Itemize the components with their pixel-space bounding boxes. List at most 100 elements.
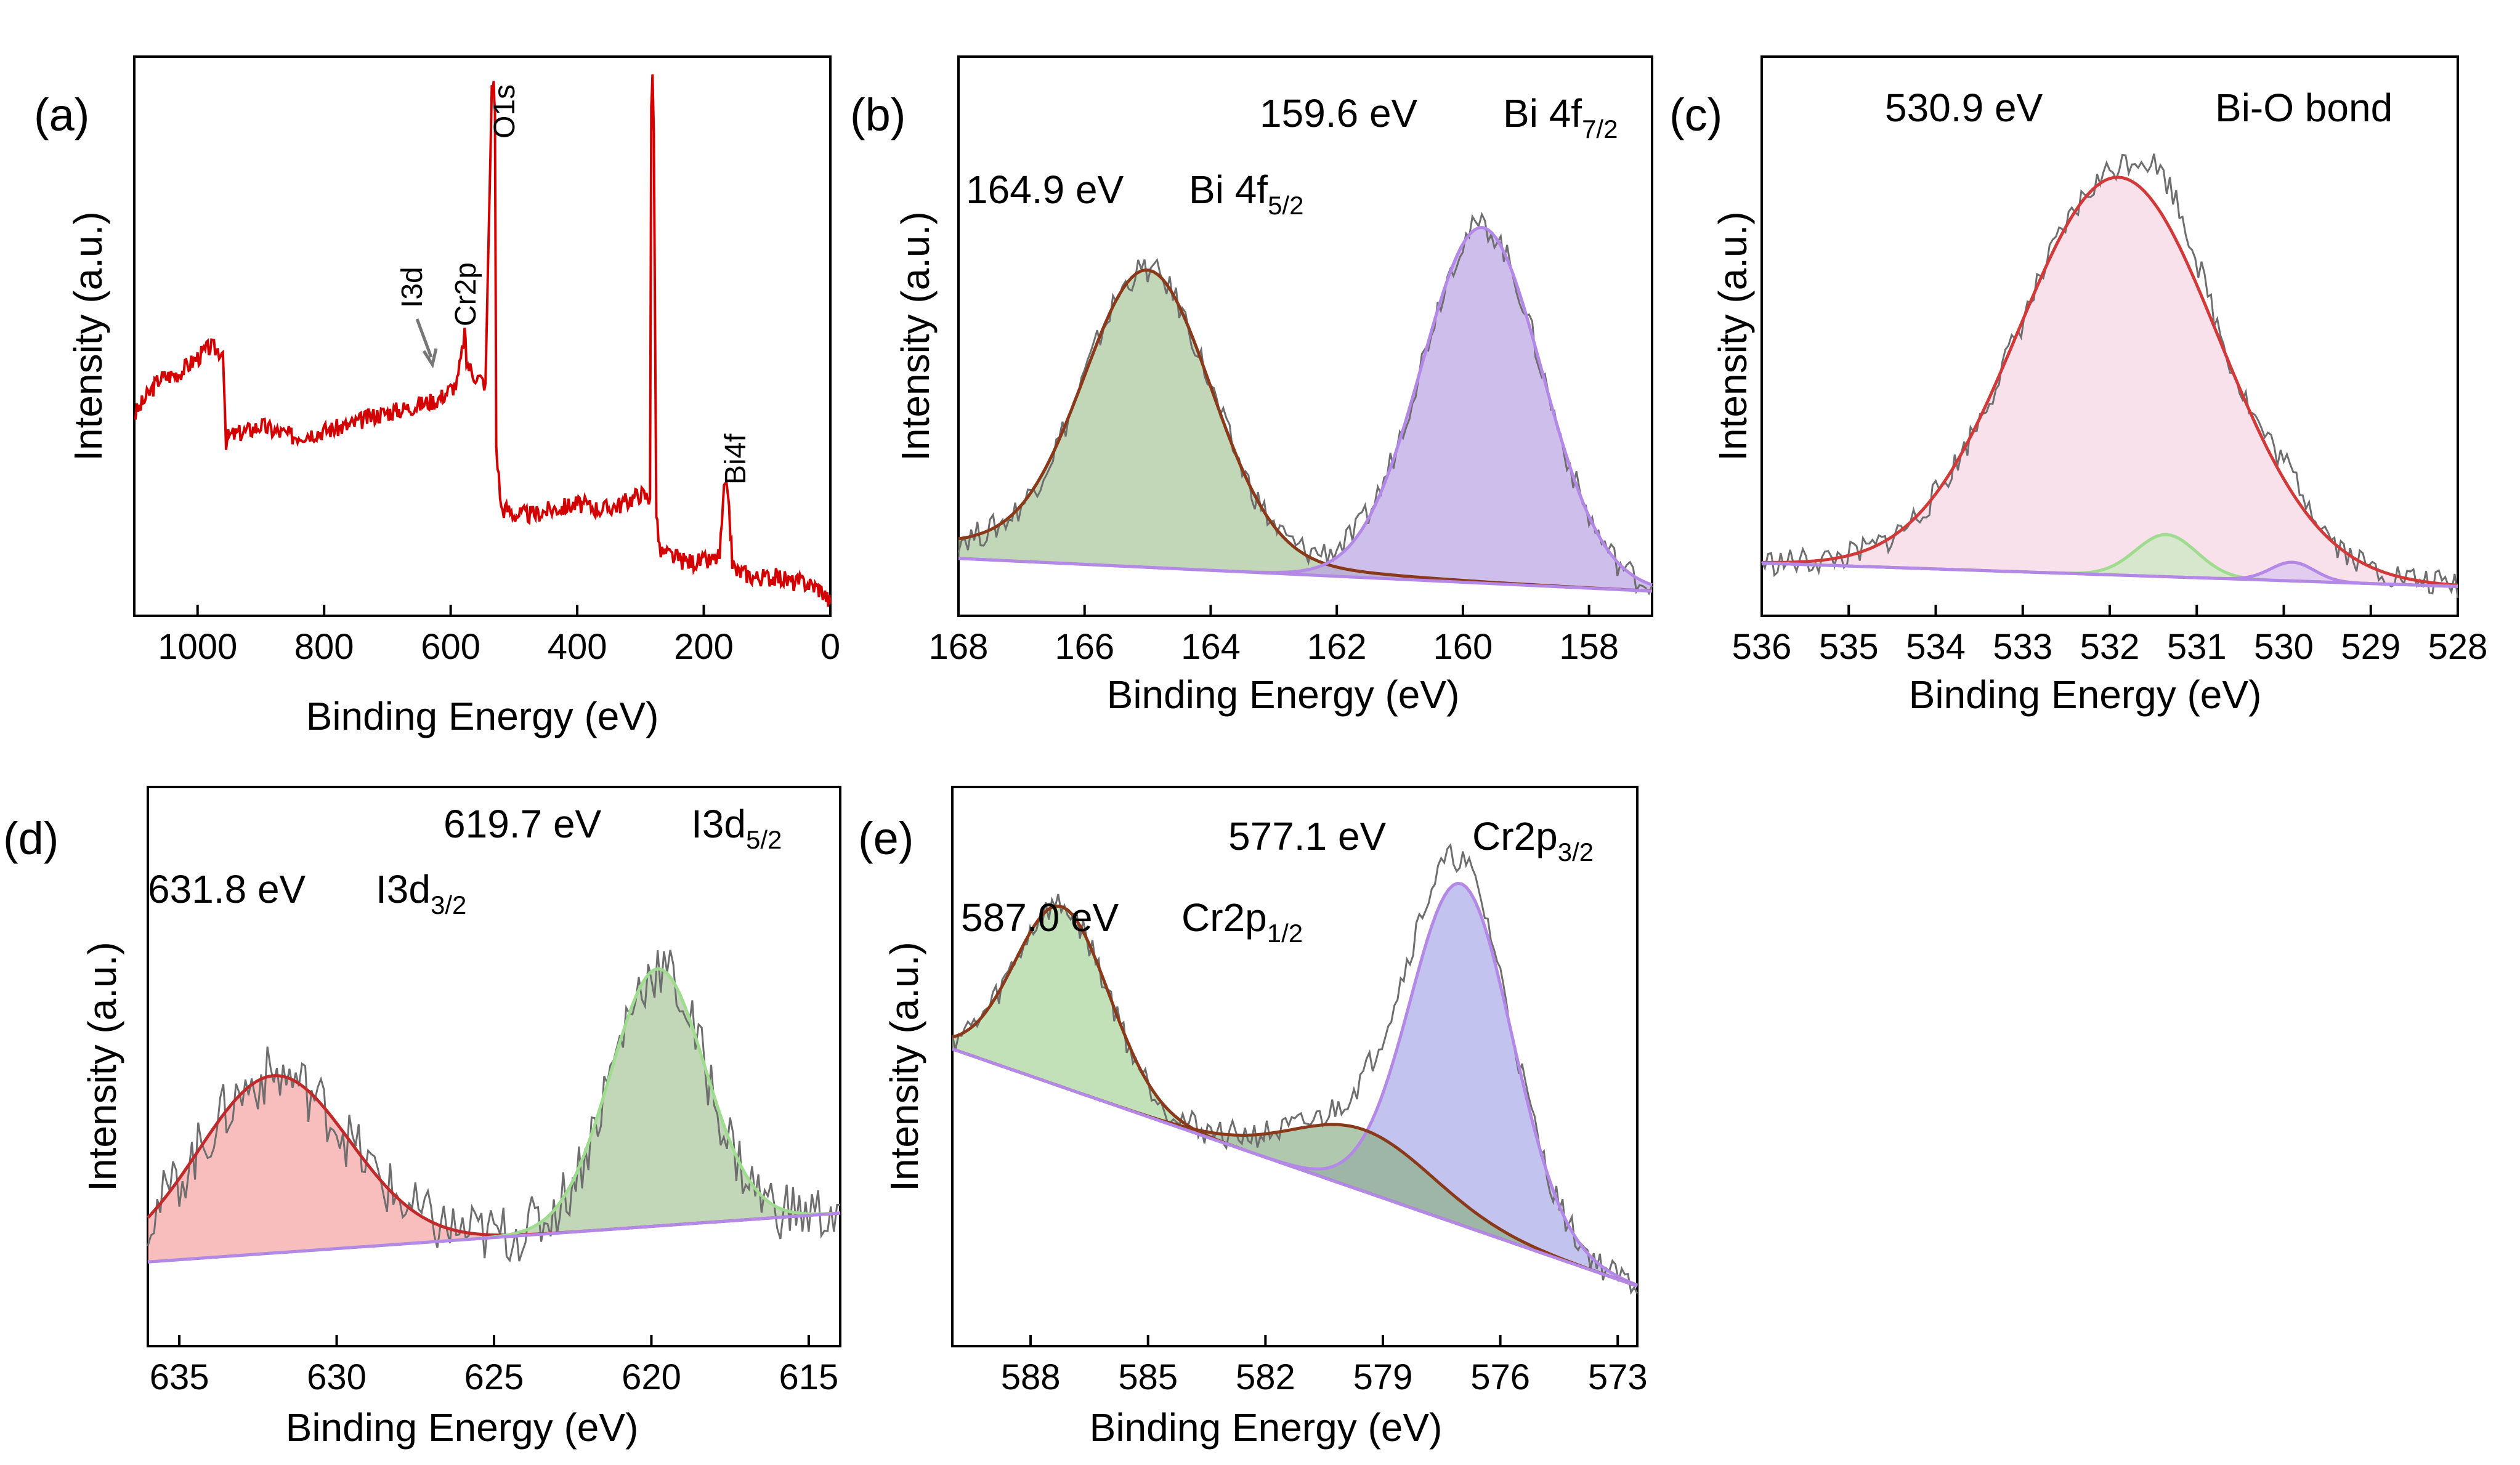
peak-label-i3d52: I3d5/2 — [691, 802, 782, 854]
x-tick-label: 630 — [307, 1357, 367, 1397]
x-tick-label: 1000 — [158, 627, 237, 667]
x-tick-label: 400 — [548, 627, 607, 667]
panel-d: (d) 635 630 625 620 615 Binding Energy (eV) … — [3, 786, 841, 1450]
x-axis-label-d: Binding Energy (eV) — [286, 1405, 639, 1450]
peak-label-cr2p: Cr2p — [450, 262, 482, 326]
y-axis-label-e: Intensity (a.u.) — [882, 942, 926, 1192]
x-tick-label: 800 — [294, 627, 354, 667]
raw-data-line — [1760, 153, 2459, 598]
panel-e: (e) 588 585 582 579 576 573 Binding Energy (e… — [858, 786, 1648, 1450]
panel-label-b: (b) — [850, 89, 905, 140]
peak-label-i3d32: I3d3/2 — [376, 867, 466, 919]
panel-c: (c) 536 535 534 533 532 531 530 529 528 Binding … — [1669, 55, 2488, 717]
peak-fill — [148, 969, 840, 1262]
x-tick-label: 582 — [1236, 1357, 1295, 1397]
background-line — [958, 557, 1653, 593]
energy-label-i3d52: 619.7 eV — [444, 802, 602, 846]
x-tick-label: 635 — [150, 1357, 209, 1397]
x-tick-label: 625 — [464, 1357, 524, 1397]
panel-label-c: (c) — [1669, 89, 1722, 140]
x-axis-label-a: Binding Energy (eV) — [306, 694, 659, 738]
peak-label-o1s: O1s — [488, 84, 521, 139]
energy-label-cr2p32: 577.1 eV — [1228, 814, 1387, 858]
x-tick-label: 600 — [421, 627, 480, 667]
peak-fill — [958, 227, 1652, 591]
raw-data-line — [951, 842, 1639, 1295]
x-tick-label: 532 — [2080, 627, 2140, 667]
peak-fill — [952, 883, 1637, 1286]
x-tick-label: 534 — [1906, 627, 1966, 667]
x-tick-label: 0 — [820, 627, 840, 667]
peak-fill — [1762, 177, 2458, 587]
x-tick-label: 588 — [1001, 1357, 1061, 1397]
raw-data-line — [147, 950, 841, 1263]
background-line — [1761, 561, 2458, 588]
x-tick-label: 158 — [1559, 627, 1619, 667]
y-axis-label-c: Intensity (a.u.) — [1711, 211, 1755, 461]
peak-label-bi4f52: Bi 4f5/2 — [1189, 167, 1303, 220]
x-tick-label: 620 — [622, 1357, 681, 1397]
x-tick-label: 168 — [929, 627, 989, 667]
y-axis-label-b: Intensity (a.u.) — [893, 211, 938, 461]
x-tick-label: 573 — [1588, 1357, 1648, 1397]
panel-label-d: (d) — [3, 813, 59, 864]
plot-frame-e — [951, 786, 1639, 1347]
series-survey — [134, 74, 832, 607]
plot-frame-b — [957, 55, 1653, 617]
x-ticks-c: 536 535 534 533 532 531 530 529 528 — [1732, 605, 2488, 667]
peak-label-bi4f72: Bi 4f7/2 — [1503, 91, 1618, 143]
survey-line — [134, 74, 832, 607]
x-ticks-a: 1000 800 600 400 200 0 — [158, 605, 840, 667]
x-tick-label: 533 — [1993, 627, 2052, 667]
i3d-arrow-icon — [415, 318, 438, 369]
y-axis-label-d: Intensity (a.u.) — [80, 942, 124, 1192]
x-tick-label: 528 — [2428, 627, 2488, 667]
x-ticks-e: 588 585 582 579 576 573 — [1001, 1335, 1648, 1397]
x-tick-label: 585 — [1118, 1357, 1178, 1397]
x-axis-label-c: Binding Energy (eV) — [1909, 672, 2262, 717]
x-tick-label: 576 — [1470, 1357, 1530, 1397]
peak-fits-b — [957, 211, 1653, 595]
peak-label-bi4f: Bi4f — [719, 434, 752, 485]
energy-label-cr2p12: 587.0 eV — [961, 895, 1119, 940]
peak-fits-d — [147, 950, 841, 1264]
panel-a: (a) 1000 800 600 400 200 0 Binding Energy (eV… — [34, 55, 840, 738]
x-tick-label: 615 — [779, 1357, 839, 1397]
panel-label-a: (a) — [34, 89, 89, 140]
x-tick-label: 579 — [1353, 1357, 1413, 1397]
x-axis-label-b: Binding Energy (eV) — [1107, 672, 1460, 717]
peak-label-i3d: I3d — [396, 267, 429, 308]
background-line — [147, 1211, 841, 1264]
peak-label-bio: Bi-O bond — [2215, 86, 2392, 130]
component-curve — [1762, 176, 2458, 587]
peak-label-cr2p12: Cr2p1/2 — [1181, 895, 1303, 948]
peak-fill — [958, 270, 1652, 591]
x-ticks-d: 635 630 625 620 615 — [150, 1335, 839, 1397]
energy-label-bio: 530.9 eV — [1885, 86, 2043, 130]
x-tick-label: 530 — [2254, 627, 2314, 667]
x-axis-label-e: Binding Energy (eV) — [1090, 1405, 1443, 1450]
peak-fits-e — [951, 842, 1639, 1295]
energy-label-bi4f72: 159.6 eV — [1260, 91, 1418, 135]
panel-label-e: (e) — [858, 813, 914, 864]
x-tick-label: 535 — [1819, 627, 1879, 667]
x-tick-label: 200 — [674, 627, 734, 667]
plot-frame-a — [133, 55, 832, 617]
y-axis-label-a: Intensity (a.u.) — [66, 211, 110, 461]
panel-b: (b) 168 166 164 162 160 158 Binding Energy (e… — [850, 55, 1653, 717]
x-tick-label: 529 — [2341, 627, 2400, 667]
x-tick-label: 162 — [1307, 627, 1367, 667]
peak-label-cr2p32: Cr2p3/2 — [1472, 814, 1594, 866]
peak-fill — [148, 1075, 840, 1262]
x-tick-label: 166 — [1055, 627, 1114, 667]
x-tick-label: 536 — [1732, 627, 1792, 667]
x-ticks-b: 168 166 164 162 160 158 — [929, 605, 1619, 667]
x-tick-label: 160 — [1433, 627, 1493, 667]
x-tick-label: 164 — [1181, 627, 1241, 667]
x-tick-label: 531 — [2167, 627, 2227, 667]
background-line — [952, 1047, 1638, 1288]
peak-fits-c — [1760, 153, 2459, 598]
energy-label-bi4f52: 164.9 eV — [966, 167, 1124, 212]
energy-label-i3d32: 631.8 eV — [148, 867, 306, 911]
